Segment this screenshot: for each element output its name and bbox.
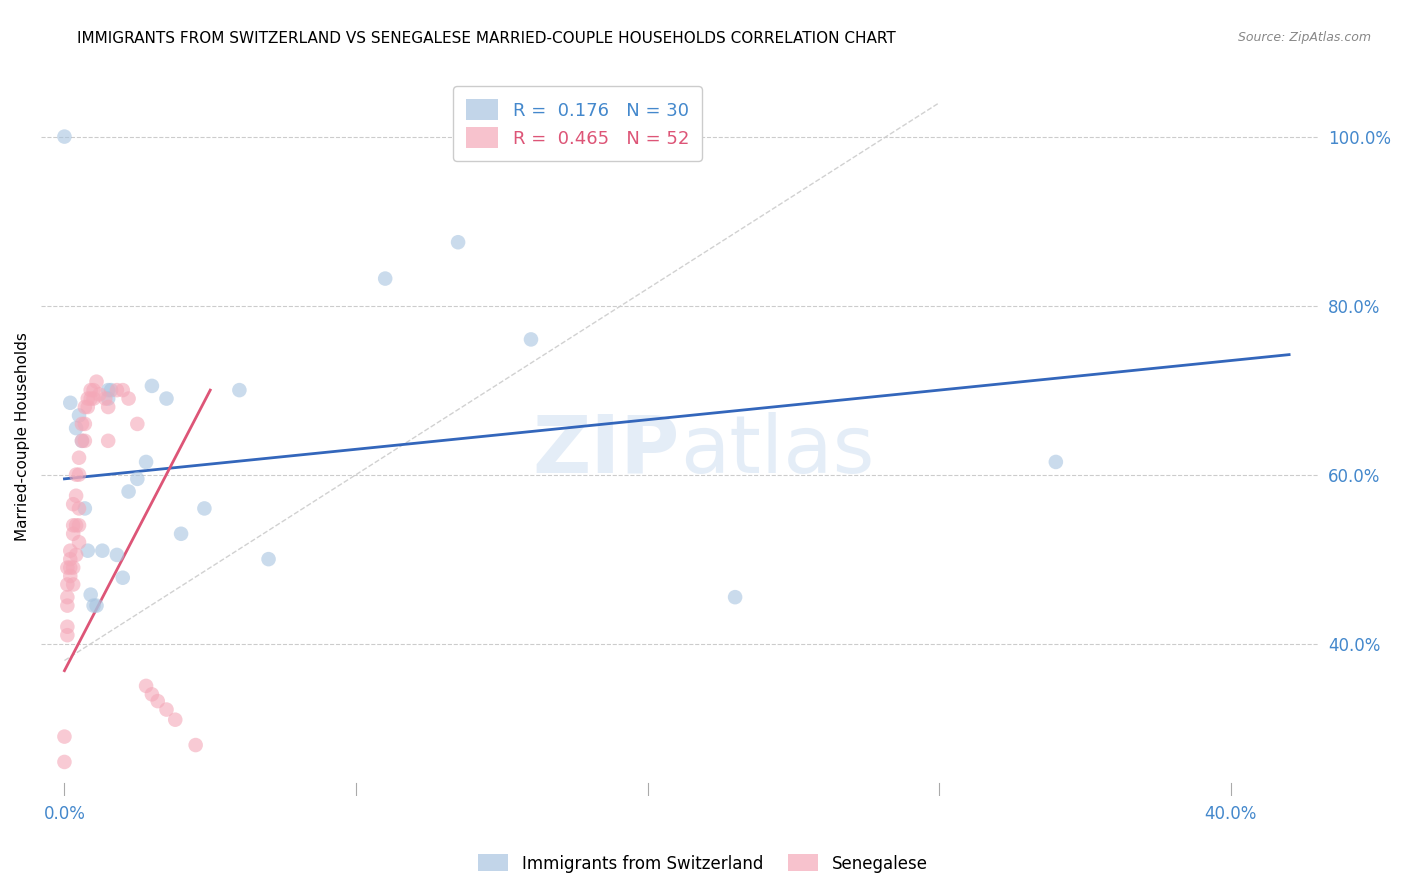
Point (97, 400, 120, 414)
Point (53, 730, 76, 744)
Point (62, 526, 84, 541)
Point (100, 383, 122, 397)
Point (155, 702, 177, 716)
Point (193, 501, 215, 516)
Point (59, 396, 82, 410)
Point (79, 383, 101, 397)
Point (65, 548, 87, 562)
Point (67, 467, 90, 482)
Point (724, 590, 747, 604)
Point (79, 588, 101, 602)
Point (70, 434, 93, 448)
Point (89, 387, 111, 401)
Point (105, 548, 128, 562)
Point (76, 543, 98, 558)
Point (62, 560, 84, 574)
Point (141, 379, 163, 393)
Point (1045, 455, 1067, 469)
Point (65, 467, 87, 482)
Point (374, 271, 396, 285)
Point (70, 417, 93, 431)
Point (59, 569, 82, 583)
Legend: R =  0.176   N = 30, R =  0.465   N = 52: R = 0.176 N = 30, R = 0.465 N = 52 (453, 87, 702, 161)
Point (67, 501, 90, 516)
Point (83, 383, 105, 397)
Point (111, 571, 134, 585)
Point (62, 518, 84, 533)
Point (53, 755, 76, 769)
Point (86, 599, 108, 613)
Point (127, 417, 149, 431)
Text: IMMIGRANTS FROM SWITZERLAND VS SENEGALESE MARRIED-COUPLE HOUSEHOLDS CORRELATION : IMMIGRANTS FROM SWITZERLAND VS SENEGALES… (77, 31, 896, 46)
Point (56, 599, 79, 613)
Point (73, 400, 96, 414)
Point (257, 552, 280, 566)
Point (97, 392, 120, 406)
Point (447, 235, 470, 250)
Point (59, 560, 82, 574)
Point (73, 501, 96, 516)
Point (83, 392, 105, 406)
Point (111, 383, 134, 397)
Point (184, 738, 207, 752)
Point (65, 518, 87, 533)
Point (135, 455, 157, 469)
Point (73, 417, 96, 431)
Point (62, 577, 84, 591)
Point (56, 590, 79, 604)
Text: atlas: atlas (679, 412, 875, 490)
Point (170, 526, 193, 541)
Text: ZIP: ZIP (533, 412, 679, 490)
Point (67, 450, 90, 465)
Point (59, 543, 82, 558)
Point (155, 392, 177, 406)
Point (91, 543, 114, 558)
Point (67, 409, 90, 423)
Point (62, 497, 84, 511)
Point (117, 484, 139, 499)
Point (228, 383, 250, 397)
Point (76, 392, 98, 406)
Point (59, 552, 82, 566)
Point (127, 472, 149, 486)
Legend: Immigrants from Switzerland, Senegalese: Immigrants from Switzerland, Senegalese (472, 847, 934, 880)
Point (135, 679, 157, 693)
Point (73, 434, 96, 448)
Point (141, 687, 163, 701)
Point (76, 400, 98, 414)
Point (105, 383, 128, 397)
Point (94, 392, 117, 406)
Point (53, 129, 76, 144)
Point (86, 375, 108, 389)
Point (67, 518, 90, 533)
Y-axis label: Married-couple Households: Married-couple Households (15, 332, 30, 541)
Point (520, 333, 543, 347)
Point (79, 392, 101, 406)
Point (65, 421, 87, 435)
Point (117, 392, 139, 406)
Point (146, 694, 169, 708)
Text: Source: ZipAtlas.com: Source: ZipAtlas.com (1237, 31, 1371, 45)
Point (56, 628, 79, 642)
Point (70, 434, 93, 448)
Point (97, 434, 120, 448)
Point (67, 535, 90, 549)
Point (56, 560, 79, 574)
Point (56, 620, 79, 634)
Point (97, 383, 120, 397)
Point (65, 489, 87, 503)
Point (83, 599, 105, 613)
Point (165, 713, 187, 727)
Point (56, 577, 79, 591)
